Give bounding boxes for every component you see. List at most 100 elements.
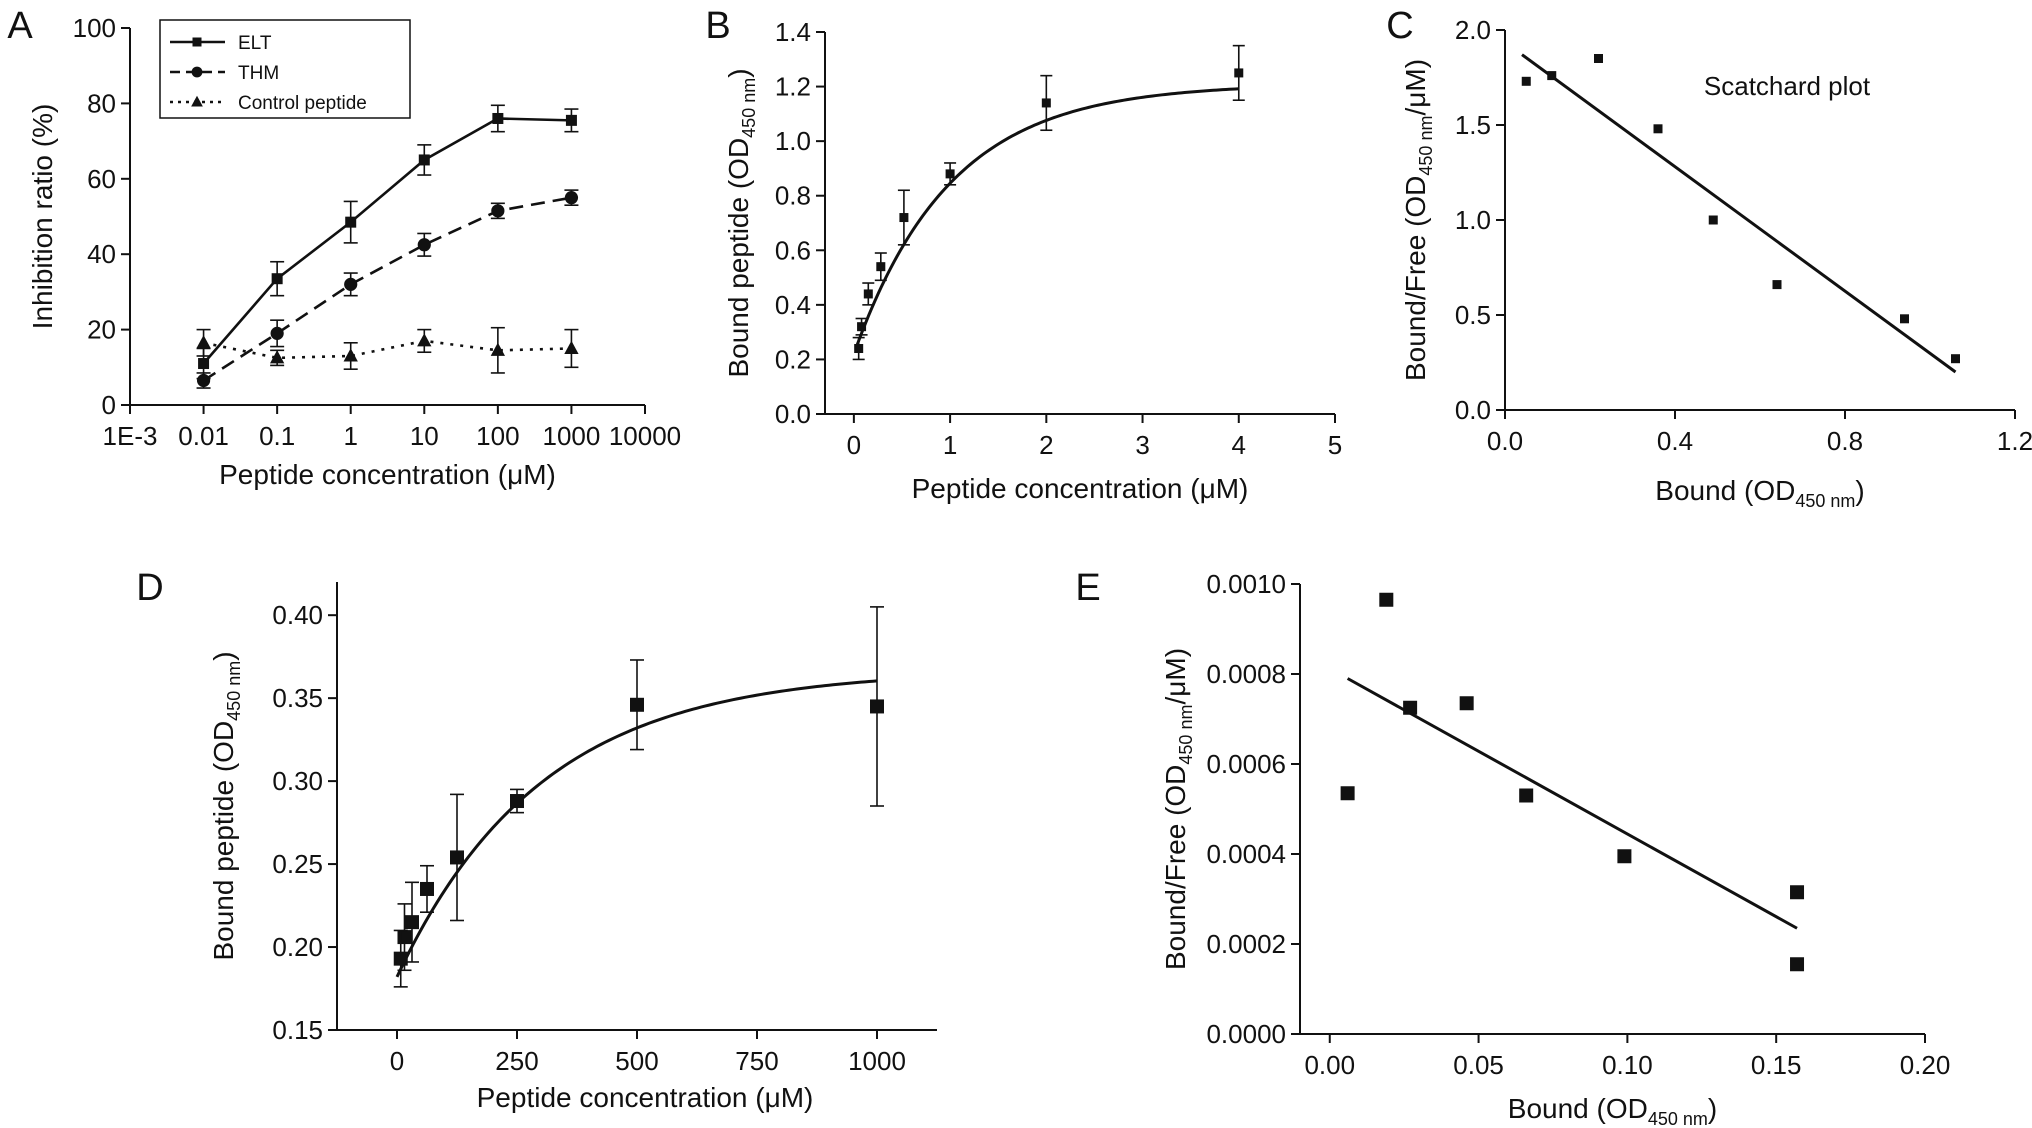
series-line [202, 117, 572, 365]
x-tick-label: 100 [476, 421, 519, 451]
data-point [1547, 71, 1557, 81]
x-axis-label: Peptide concentration (μM) [912, 473, 1249, 504]
y-tick-label: 1.5 [1455, 110, 1491, 140]
x-tick-label: 0.1 [259, 421, 295, 451]
x-tick-label: 10 [410, 421, 439, 451]
x-axis-label-subscript: 450 nm [1795, 491, 1855, 511]
y-axis-label: Bound/Free (OD450 nm/μM) [1400, 59, 1436, 381]
y-axis-label-main: Bound/Free (OD [1400, 176, 1431, 381]
panel-letter-c: C [1386, 5, 1413, 47]
data-point [1951, 354, 1960, 364]
panel-letter-a: A [7, 5, 33, 47]
y-axis-label-subscript: 450 nm [1176, 705, 1196, 765]
data-point [191, 66, 203, 78]
y-axis-label-end: /μM) [1160, 648, 1191, 705]
data-point [564, 191, 579, 205]
data-point [1340, 786, 1355, 801]
y-tick-label: 0.30 [272, 766, 323, 796]
data-point [564, 340, 579, 354]
legend-label: ELT [238, 33, 272, 54]
data-point [491, 204, 505, 218]
panel-e: E 0.00 0.05 0.10 0.15 0.20 0.0000 0.0002 0.0004 0… [1075, 567, 1950, 1128]
x-tick-label: 0.0 [1487, 426, 1523, 456]
data-point [870, 699, 884, 714]
x-axis-label: Bound (OD450 nm) [1655, 475, 1864, 511]
x-axis-label-main: Bound (OD [1508, 1093, 1648, 1124]
data-point [270, 326, 284, 340]
x-tick-label: 10000 [609, 421, 681, 451]
fit-line [854, 87, 1239, 350]
y-axis-label-end: ) [208, 651, 239, 660]
data-point [344, 277, 358, 291]
data-point [1617, 849, 1632, 864]
panel-letter-e: E [1075, 567, 1100, 609]
data-point [1041, 98, 1051, 108]
y-tick-label: 0.0000 [1206, 1019, 1286, 1049]
legend-label: THM [238, 63, 279, 84]
y-tick-label: 0.20 [272, 932, 323, 962]
x-tick-label: 0.01 [178, 421, 229, 451]
series-line [202, 196, 572, 382]
y-tick-label: 0.0008 [1206, 659, 1286, 689]
y-axis-label-main: Bound peptide (OD [208, 721, 239, 961]
x-axis-label-main: Bound (OD [1655, 475, 1795, 506]
legend: ELT THM Control peptide [159, 19, 411, 119]
data-point [899, 213, 909, 223]
y-tick-label: 0.0002 [1206, 929, 1286, 959]
data-point [630, 697, 644, 712]
y-tick-label: 0.35 [272, 683, 323, 713]
x-tick-label: 250 [495, 1046, 538, 1076]
data-point [1708, 215, 1718, 225]
data-point [863, 289, 873, 299]
scatchard-annotation: Scatchard plot [1704, 71, 1871, 101]
x-axis-label-end: ) [1708, 1093, 1717, 1124]
y-axis-label: Inhibition ratio (%) [27, 104, 58, 330]
data-point [565, 114, 577, 126]
x-tick-label: 750 [735, 1046, 778, 1076]
series-line [203, 339, 572, 360]
panel-b: B 0 1 2 3 4 5 0.0 0.2 0.4 0.6 0.8 1.0 1.2 1.4 Peptide c… [705, 5, 1342, 504]
data-point [418, 154, 430, 166]
x-tick-label: 0.4 [1657, 426, 1693, 456]
x-tick-label: 0 [847, 430, 861, 460]
y-tick-label: 2.0 [1455, 15, 1491, 45]
y-axis-label-subscript: 450 nm [1416, 116, 1436, 176]
x-tick-label: 1 [343, 421, 357, 451]
x-tick-label: 3 [1135, 430, 1149, 460]
x-tick-label: 0.8 [1827, 426, 1863, 456]
y-tick-label: 0.0004 [1206, 839, 1286, 869]
data-point [510, 794, 524, 809]
data-point [1403, 700, 1418, 715]
data-point [198, 358, 210, 370]
x-tick-label: 1000 [543, 421, 601, 451]
y-tick-label: 0.4 [775, 290, 811, 320]
data-point [269, 350, 285, 364]
y-axis-label: Bound peptide (OD450 nm) [723, 68, 759, 377]
y-tick-label: 0.6 [775, 235, 811, 265]
panel-a: A 1E-3 0.01 0.1 1 10 100 1000 10000 0 20 40 60 80 100 P… [7, 5, 681, 490]
x-axis-label: Peptide concentration (μM) [477, 1082, 814, 1113]
y-axis-label-main: Bound/Free (OD [1160, 765, 1191, 970]
x-tick-label: 0.10 [1602, 1050, 1653, 1080]
data-point [1790, 957, 1805, 972]
legend-box [159, 19, 411, 119]
data-point [393, 951, 408, 966]
y-tick-label: 1.0 [1455, 205, 1491, 235]
fit-line [1346, 677, 1798, 930]
data-point [271, 273, 283, 285]
x-axis-label-subscript: 450 nm [1648, 1109, 1708, 1128]
y-tick-label: 1.4 [775, 17, 811, 47]
y-tick-label: 0.0006 [1206, 749, 1286, 779]
series-control-peptide [196, 326, 579, 374]
x-tick-label: 500 [615, 1046, 658, 1076]
data-point [343, 348, 358, 362]
y-tick-label: 80 [87, 88, 116, 118]
panel-letter-b: B [705, 5, 730, 47]
y-axis-label-main: Bound peptide (OD [723, 138, 754, 378]
data-point [876, 262, 886, 272]
x-tick-label: 0.00 [1304, 1050, 1355, 1080]
legend-label: Control peptide [238, 93, 367, 114]
data-point [1790, 885, 1805, 900]
